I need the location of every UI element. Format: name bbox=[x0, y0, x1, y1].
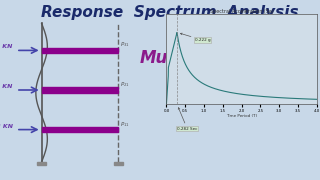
Text: 478 KN: 478 KN bbox=[0, 84, 13, 89]
Bar bbox=[42, 48, 118, 53]
Text: Multi-Story: Multi-Story bbox=[140, 49, 244, 67]
Bar bbox=[42, 127, 118, 132]
Bar bbox=[37, 162, 46, 165]
Bar bbox=[42, 87, 118, 93]
Text: 0.222 g: 0.222 g bbox=[180, 33, 210, 42]
Text: Response  Spectrum  Analysis: Response Spectrum Analysis bbox=[41, 5, 299, 20]
Text: $P_{11}$: $P_{11}$ bbox=[120, 120, 130, 129]
Text: 440 KN: 440 KN bbox=[0, 44, 13, 50]
Text: 53 KN: 53 KN bbox=[0, 124, 13, 129]
X-axis label: Time Period (T): Time Period (T) bbox=[226, 114, 257, 118]
Text: $P_{31}$: $P_{31}$ bbox=[120, 41, 130, 50]
Bar bbox=[114, 162, 123, 165]
Text: 0.282 Sec: 0.282 Sec bbox=[177, 108, 197, 131]
Title: Spectral Acceleration (Sa): Spectral Acceleration (Sa) bbox=[210, 9, 274, 14]
Text: $P_{21}$: $P_{21}$ bbox=[120, 80, 130, 89]
